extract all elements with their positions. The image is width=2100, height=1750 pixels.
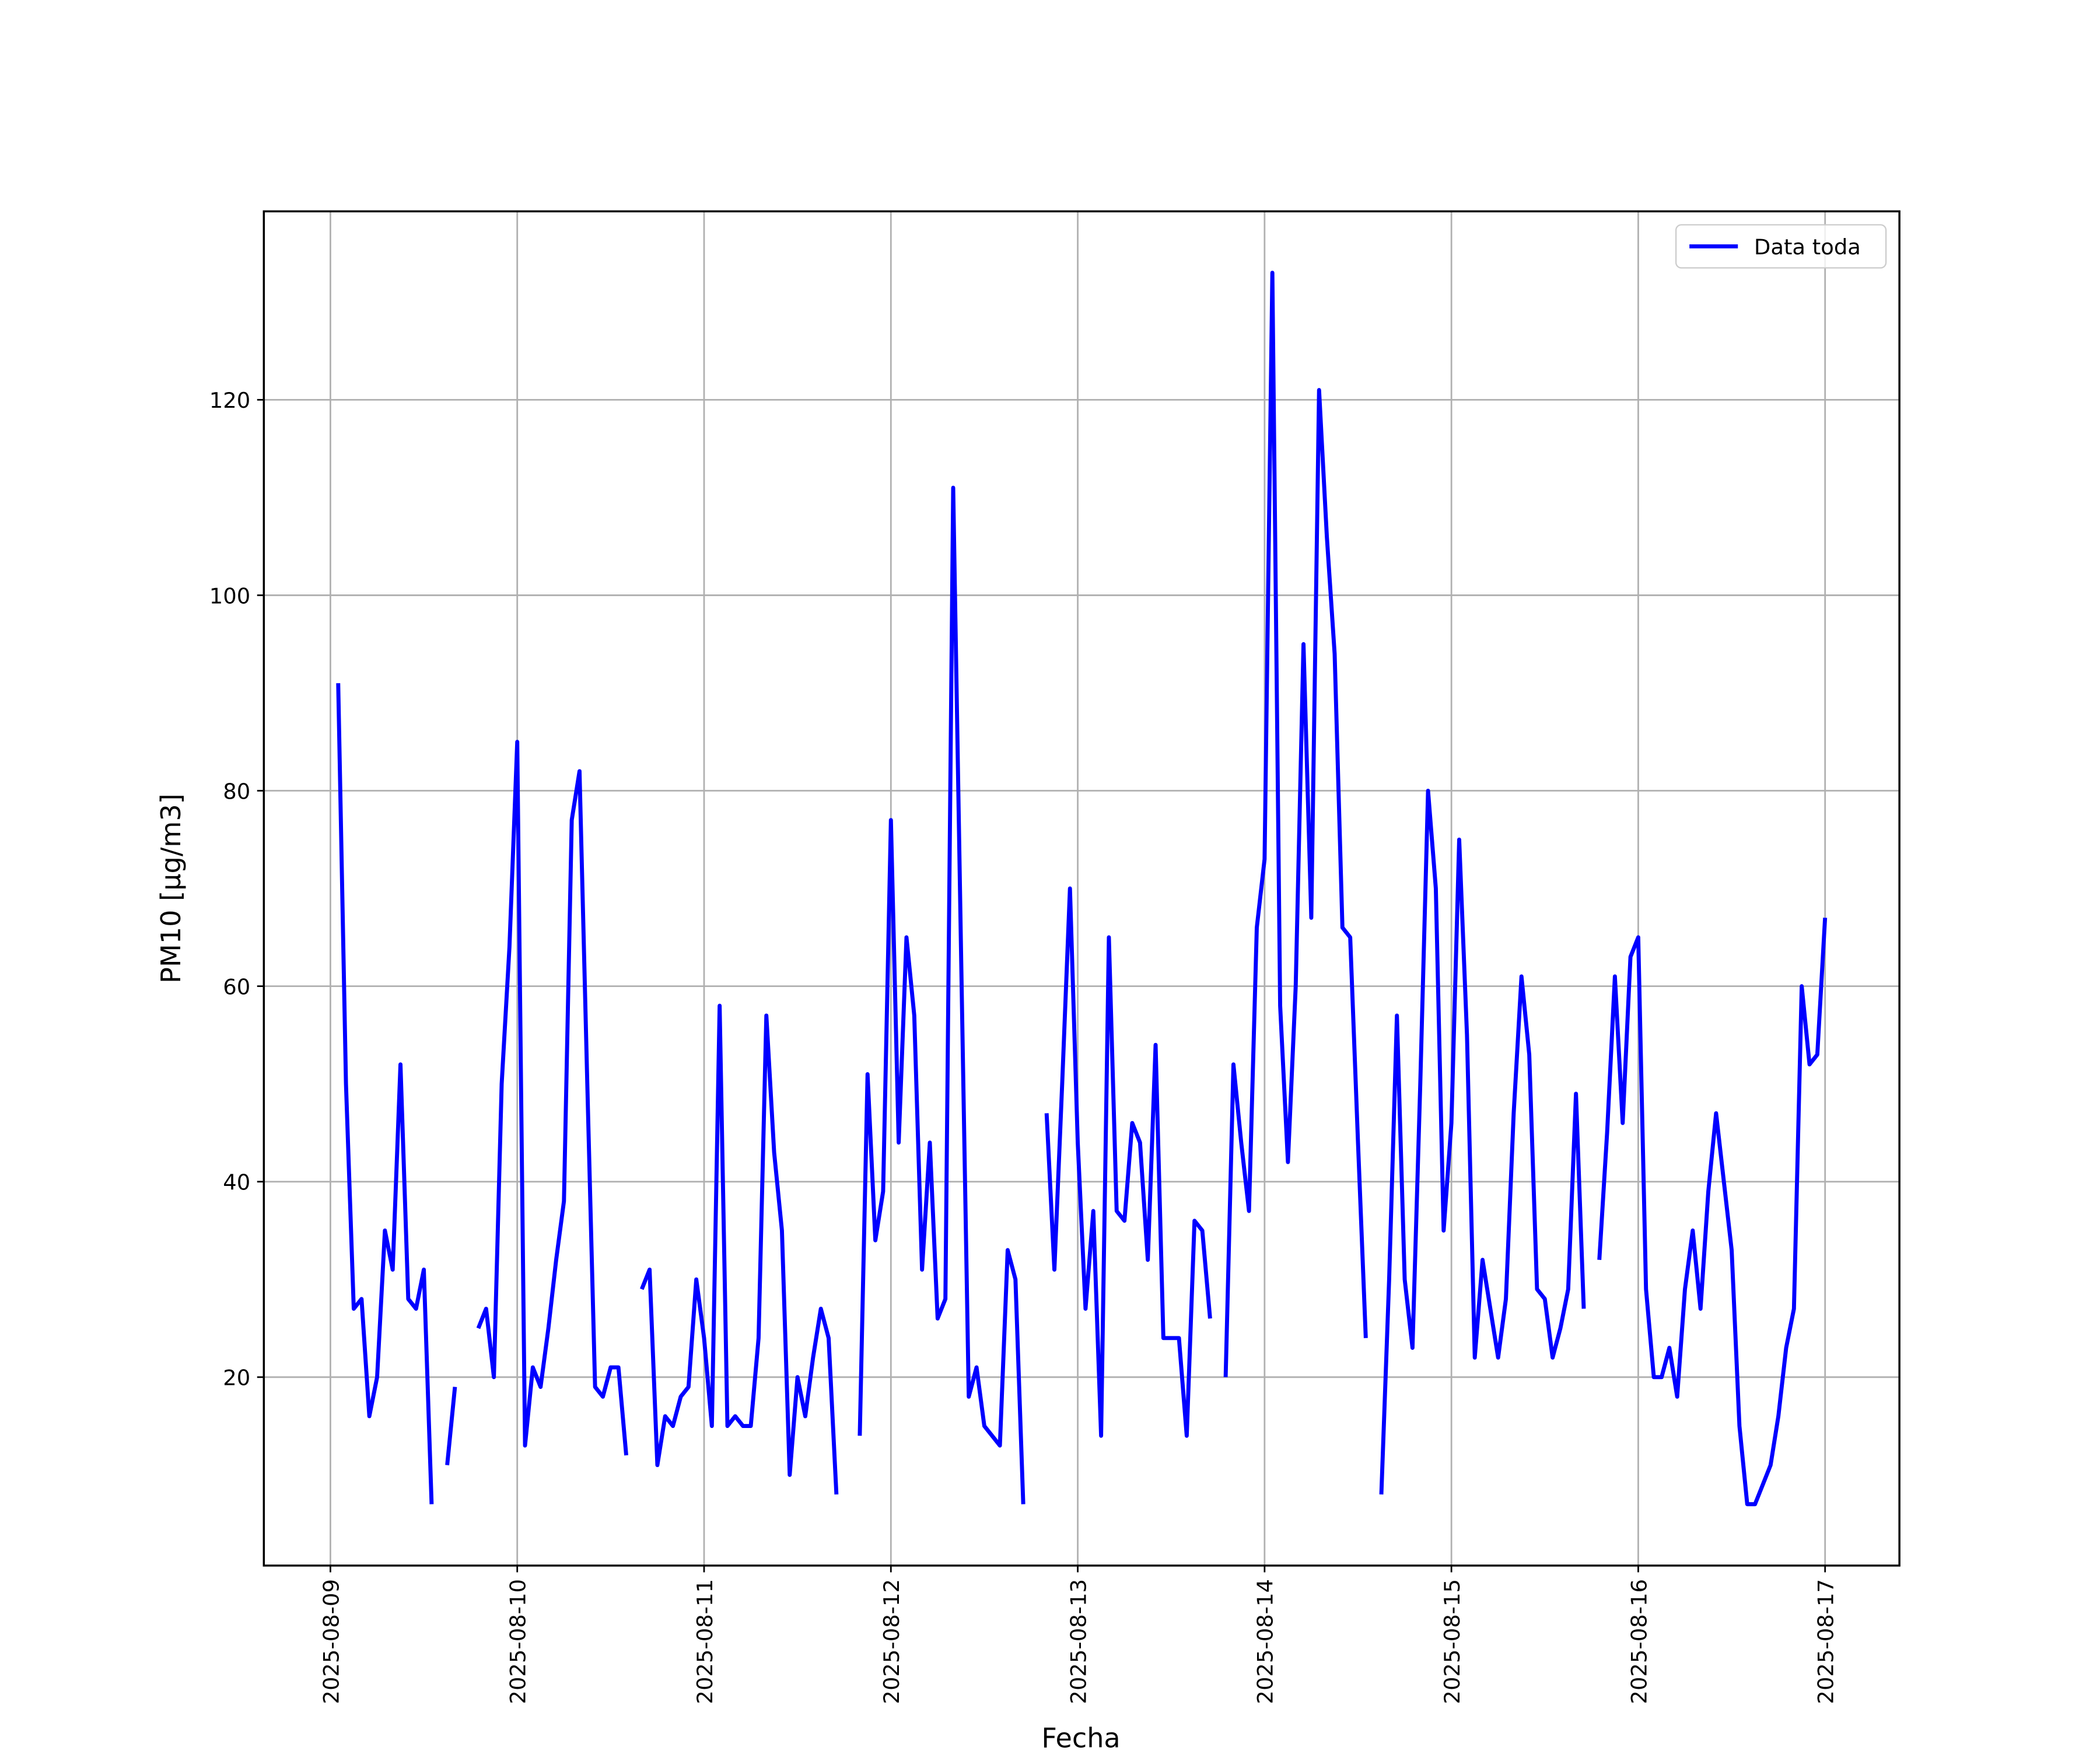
data-line (336, 271, 1828, 1507)
x-tick-label: 2025-08-17 (1814, 1579, 1839, 1704)
x-tick-label: 2025-08-10 (506, 1579, 531, 1704)
y-tick-label: 40 (223, 1170, 250, 1195)
y-tick-label: 120 (209, 388, 250, 413)
x-tick-label: 2025-08-13 (1066, 1579, 1091, 1704)
legend-box (1675, 224, 1887, 269)
x-tick-label: 2025-08-15 (1440, 1579, 1465, 1704)
y-tick-label: 20 (223, 1366, 250, 1391)
x-tick-label: 2025-08-14 (1253, 1579, 1278, 1704)
x-tick-label: 2025-08-11 (692, 1579, 718, 1704)
x-tick-label: 2025-08-12 (879, 1579, 904, 1704)
y-tick-label: 80 (223, 779, 250, 804)
y-tick-label: 100 (209, 583, 250, 608)
y-tick-label: 60 (223, 974, 250, 999)
legend-label: Data toda (1754, 235, 1861, 260)
plot-frame (262, 210, 1901, 1567)
x-axis-label: Fecha (1041, 1722, 1120, 1750)
x-tick-label: 2025-08-16 (1626, 1579, 1651, 1704)
y-axis-label: PM10 [μg/m3] (155, 793, 187, 984)
x-tick-label: 2025-08-09 (318, 1579, 344, 1704)
